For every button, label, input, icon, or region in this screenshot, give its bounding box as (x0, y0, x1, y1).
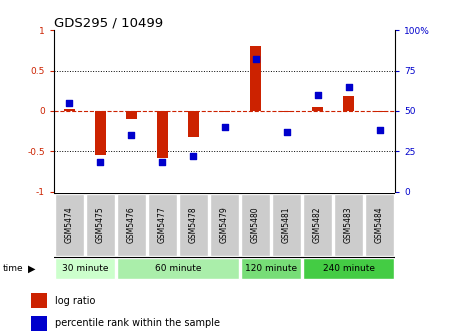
Bar (343, 96, 354, 111)
Text: GSM5479: GSM5479 (220, 207, 229, 244)
FancyBboxPatch shape (179, 195, 208, 256)
FancyBboxPatch shape (117, 195, 146, 256)
Text: GSM5476: GSM5476 (127, 207, 136, 244)
Point (190, 153, 197, 159)
Bar (312, 107, 323, 111)
Point (376, 128, 383, 133)
Text: GSM5483: GSM5483 (344, 207, 353, 244)
FancyBboxPatch shape (241, 195, 270, 256)
Text: 30 minute: 30 minute (62, 264, 108, 273)
FancyBboxPatch shape (241, 258, 301, 280)
Text: log ratio: log ratio (55, 296, 95, 306)
Text: 120 minute: 120 minute (245, 264, 297, 273)
Point (97, 160, 104, 165)
Bar (126, 111, 137, 119)
Text: GSM5477: GSM5477 (158, 207, 167, 244)
FancyBboxPatch shape (54, 258, 115, 280)
Text: 240 minute: 240 minute (322, 264, 374, 273)
FancyBboxPatch shape (303, 258, 395, 280)
Point (66, 100, 73, 106)
FancyBboxPatch shape (54, 195, 84, 256)
Bar (250, 46, 261, 111)
Text: GSM5478: GSM5478 (189, 207, 198, 244)
Point (283, 129, 290, 134)
Bar (281, 111, 292, 113)
Text: time: time (2, 264, 23, 273)
Point (159, 160, 166, 165)
Point (252, 56, 259, 62)
Text: percentile rank within the sample: percentile rank within the sample (55, 319, 220, 328)
Text: ▶: ▶ (28, 264, 36, 274)
FancyBboxPatch shape (303, 195, 332, 256)
Bar (64, 109, 75, 111)
FancyBboxPatch shape (117, 258, 239, 280)
FancyBboxPatch shape (334, 195, 364, 256)
Text: 60 minute: 60 minute (155, 264, 201, 273)
Bar (95, 111, 106, 155)
FancyBboxPatch shape (272, 195, 301, 256)
Point (345, 84, 352, 89)
Text: GSM5475: GSM5475 (96, 207, 105, 244)
Point (314, 92, 321, 97)
FancyBboxPatch shape (365, 195, 395, 256)
Text: GSM5481: GSM5481 (282, 207, 291, 243)
Bar (219, 111, 230, 113)
Bar (374, 111, 385, 113)
FancyBboxPatch shape (85, 195, 115, 256)
Point (221, 124, 228, 130)
FancyBboxPatch shape (148, 195, 177, 256)
Text: GSM5482: GSM5482 (313, 207, 322, 243)
Bar (157, 111, 168, 158)
Bar (188, 111, 199, 137)
Text: GSM5480: GSM5480 (251, 207, 260, 244)
Point (128, 132, 135, 138)
Bar (31, 316, 47, 331)
Text: GDS295 / 10499: GDS295 / 10499 (54, 16, 163, 29)
Text: GSM5474: GSM5474 (65, 207, 74, 244)
Text: GSM5484: GSM5484 (375, 207, 384, 244)
FancyBboxPatch shape (210, 195, 239, 256)
Bar (31, 293, 47, 308)
